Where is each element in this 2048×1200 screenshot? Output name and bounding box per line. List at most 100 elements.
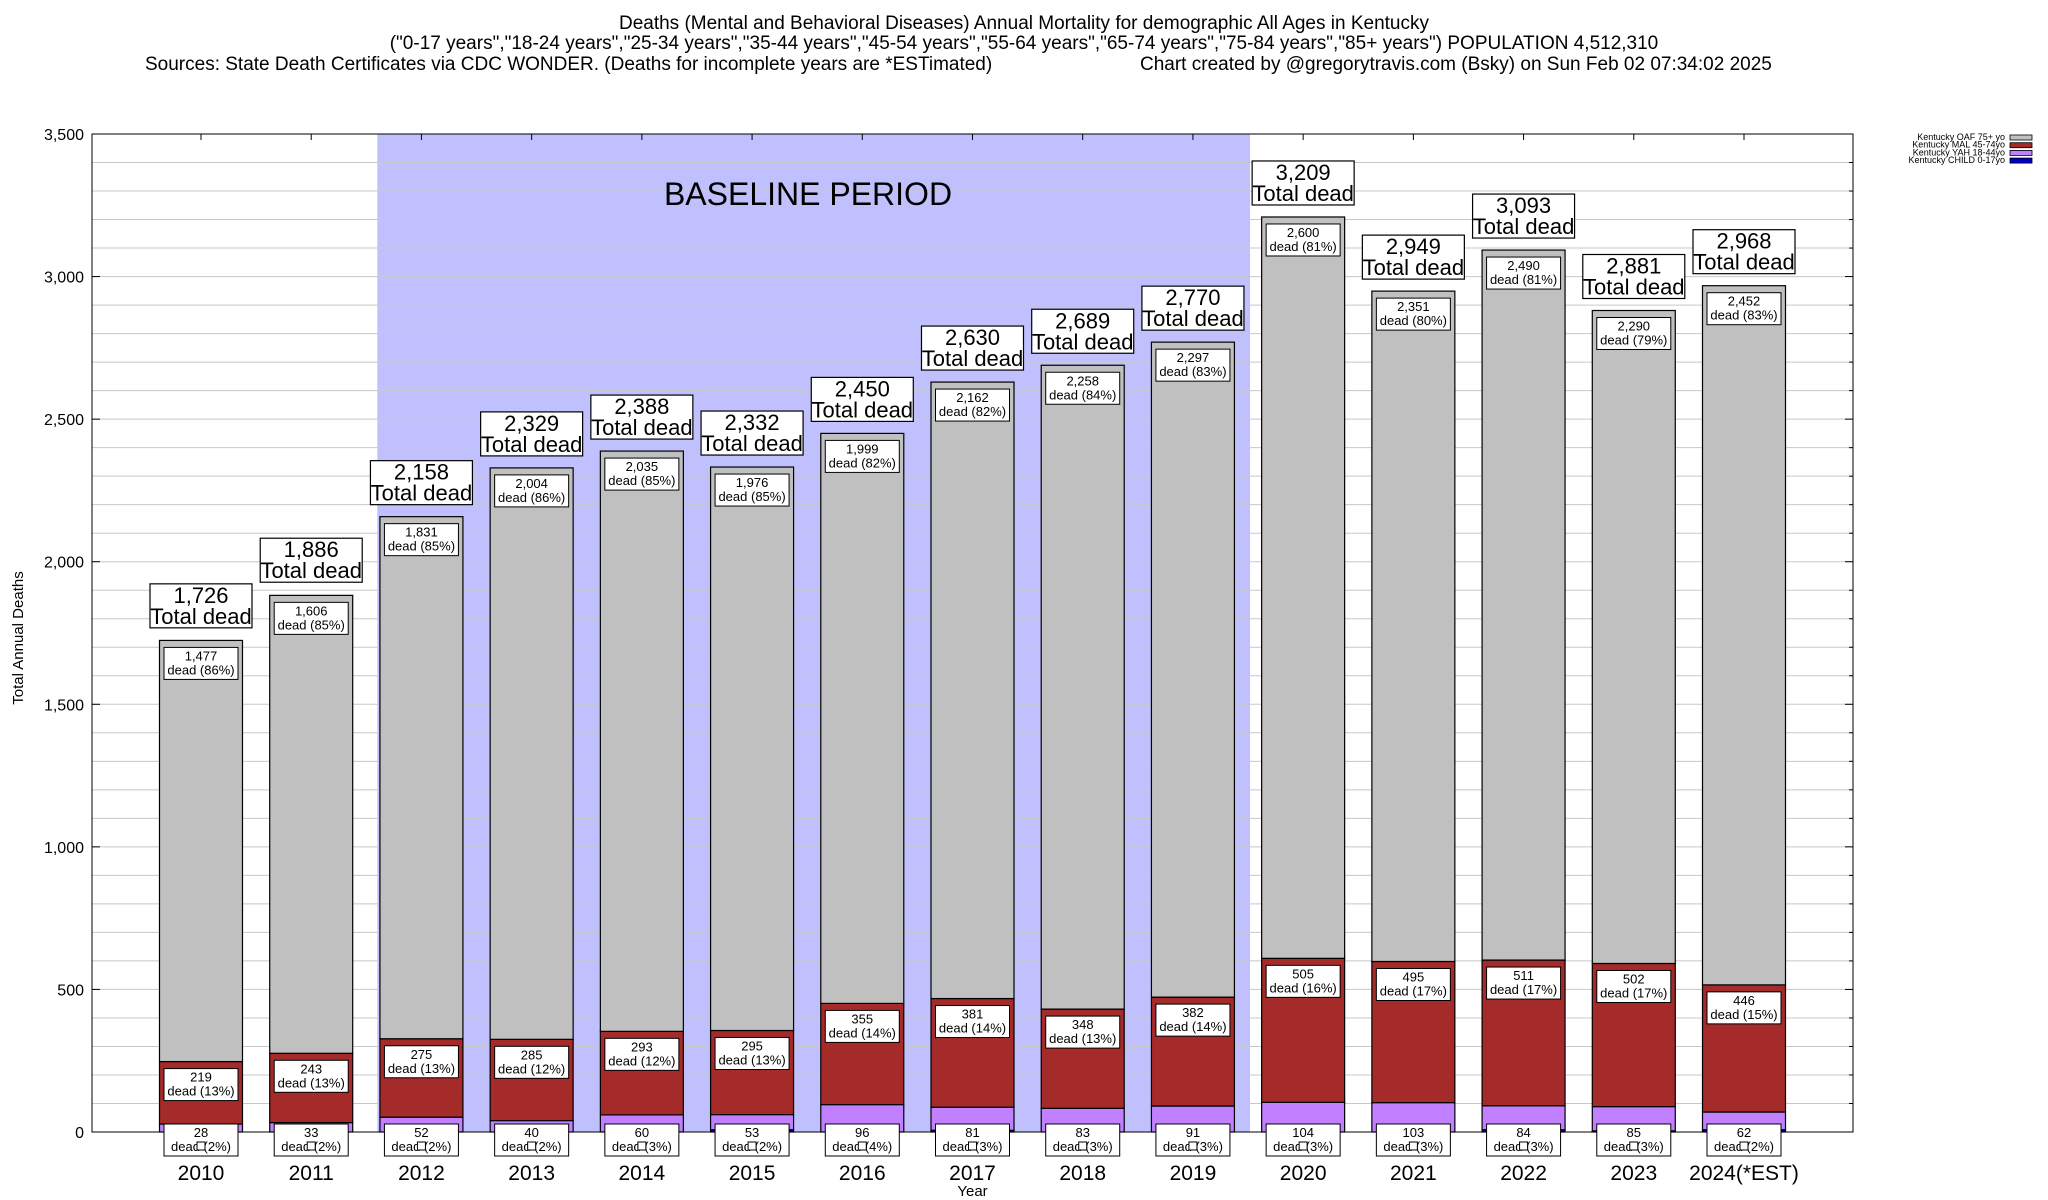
segment-label-value: 1,606 bbox=[295, 603, 328, 618]
bar-segment-oaf bbox=[489, 467, 574, 1040]
total-label-box bbox=[1471, 193, 1576, 239]
segment-label-box bbox=[824, 1009, 900, 1043]
segment-label-value: 446 bbox=[1733, 993, 1755, 1008]
x-tick-label: 2021 bbox=[1390, 1162, 1437, 1185]
segment-label-value: 348 bbox=[1072, 1017, 1094, 1032]
segment-label-box bbox=[935, 1123, 1010, 1157]
total-label-value: 3,209 bbox=[1276, 160, 1331, 185]
segment-label-pct: dead (13%) bbox=[1049, 1031, 1116, 1046]
y-tick-label: 1,000 bbox=[44, 840, 84, 857]
segment-label-value: 1,477 bbox=[185, 648, 218, 663]
x-tick-label: 2023 bbox=[1610, 1162, 1657, 1185]
segment-label-value: 2,490 bbox=[1507, 258, 1540, 273]
child-label-box bbox=[1739, 1141, 1749, 1151]
segment-label-box bbox=[163, 1068, 239, 1102]
segment-label-pct: dead (85%) bbox=[278, 617, 345, 632]
segment-label-value: 2,297 bbox=[1177, 350, 1210, 365]
child-label-box bbox=[196, 1141, 206, 1151]
segment-label-box bbox=[494, 1123, 570, 1157]
segment-label-pct: dead (16%) bbox=[1270, 980, 1337, 995]
segment-label-value: 2,004 bbox=[515, 476, 548, 491]
segment-label-value: 83 bbox=[1075, 1125, 1089, 1140]
total-label-box bbox=[920, 325, 1025, 371]
segment-label-value: 1,999 bbox=[846, 441, 879, 456]
chart-title: Deaths (Mental and Behavioral Diseases) … bbox=[618, 13, 1430, 34]
segment-label-value: 81 bbox=[965, 1125, 979, 1140]
total-label-box bbox=[1251, 160, 1355, 206]
segment-label-box bbox=[935, 388, 1010, 422]
legend-label: Kentucky CHILD 0-17yo bbox=[1908, 155, 2005, 165]
segment-label-box bbox=[273, 601, 349, 635]
child-label-box bbox=[1188, 1141, 1198, 1151]
segment-label-box bbox=[1706, 292, 1782, 326]
segment-label-value: 85 bbox=[1627, 1125, 1641, 1140]
segment-label-box bbox=[714, 1123, 790, 1157]
segment-label-box bbox=[383, 1123, 459, 1157]
total-label-value: 2,881 bbox=[1606, 254, 1661, 279]
segment-label-box bbox=[1155, 1003, 1231, 1037]
bar-segment-oaf bbox=[599, 450, 684, 1032]
segment-label-box bbox=[714, 473, 790, 507]
y-axis-title: Total Annual Deaths bbox=[10, 571, 27, 704]
segment-label-box bbox=[383, 523, 459, 557]
bar-segment-oaf bbox=[1701, 285, 1787, 986]
bar-segment-oaf bbox=[820, 432, 905, 1005]
segment-label-box bbox=[494, 474, 570, 508]
segment-label-value: 91 bbox=[1186, 1125, 1200, 1140]
segment-label-box bbox=[1155, 1123, 1231, 1157]
segment-label-box bbox=[1596, 969, 1672, 1003]
x-tick-label: 2024(*EST) bbox=[1689, 1162, 1799, 1185]
segment-label-value: 355 bbox=[851, 1011, 873, 1026]
segment-label-value: 382 bbox=[1182, 1005, 1204, 1020]
segment-label-box bbox=[273, 1059, 349, 1093]
child-label-box bbox=[1298, 1141, 1308, 1151]
x-tick-label: 2012 bbox=[398, 1162, 445, 1185]
segment-label-value: 60 bbox=[635, 1125, 649, 1140]
segment-label-box bbox=[1375, 297, 1451, 331]
segment-label-value: 2,452 bbox=[1728, 294, 1761, 309]
total-label-box bbox=[1692, 229, 1796, 275]
y-tick-label: 3,500 bbox=[44, 127, 84, 144]
segment-label-pct: dead (15%) bbox=[1710, 1007, 1777, 1022]
segment-label-pct: dead (82%) bbox=[939, 404, 1006, 419]
segment-label-box bbox=[1265, 1123, 1341, 1157]
bar-segment-oaf bbox=[1261, 216, 1346, 959]
total-label-value: 2,332 bbox=[725, 410, 780, 435]
bar-segment-oaf bbox=[158, 639, 244, 1063]
segment-label-value: 2,351 bbox=[1397, 299, 1430, 314]
legend-swatch bbox=[2009, 149, 2033, 156]
segment-label-value: 495 bbox=[1403, 969, 1425, 984]
segment-label-value: 502 bbox=[1623, 971, 1645, 986]
total-label-suffix: Total dead bbox=[1693, 250, 1795, 275]
total-label-suffix: Total dead bbox=[701, 431, 803, 456]
child-label-box bbox=[527, 1141, 537, 1151]
total-label-value: 1,726 bbox=[173, 583, 228, 608]
total-label-value: 2,949 bbox=[1386, 234, 1441, 259]
child-label-box bbox=[1078, 1141, 1088, 1151]
child-label-box bbox=[1408, 1141, 1418, 1151]
segment-label-box bbox=[163, 646, 239, 680]
segment-label-pct: dead (17%) bbox=[1490, 982, 1557, 997]
segment-label-pct: dead (13%) bbox=[167, 1084, 234, 1099]
segment-label-box bbox=[1045, 1015, 1121, 1049]
segment-label-box bbox=[1596, 1123, 1672, 1157]
x-tick-label: 2014 bbox=[618, 1162, 665, 1185]
total-label-box bbox=[259, 537, 363, 583]
segment-label-pct: dead (80%) bbox=[1380, 313, 1447, 328]
segment-label-box bbox=[1375, 967, 1451, 1001]
segment-label-box bbox=[1486, 966, 1562, 1000]
total-label-suffix: Total dead bbox=[1363, 255, 1465, 280]
segment-label-pct: dead (14%) bbox=[939, 1021, 1006, 1036]
total-label-suffix: Total dead bbox=[371, 481, 473, 506]
segment-label-value: 2,258 bbox=[1066, 373, 1099, 388]
segment-label-value: 2,290 bbox=[1618, 319, 1651, 334]
bar-segment-oaf bbox=[379, 516, 464, 1040]
x-tick-label: 2022 bbox=[1500, 1162, 1547, 1185]
x-tick-label: 2010 bbox=[178, 1162, 225, 1185]
segment-label-pct: dead (14%) bbox=[829, 1025, 896, 1040]
bar-segment-oaf bbox=[1481, 249, 1566, 961]
total-label-suffix: Total dead bbox=[1032, 329, 1134, 354]
bar-segment-oaf bbox=[930, 381, 1015, 1000]
segment-label-pct: dead (13%) bbox=[388, 1061, 455, 1076]
segment-label-value: 293 bbox=[631, 1039, 653, 1054]
